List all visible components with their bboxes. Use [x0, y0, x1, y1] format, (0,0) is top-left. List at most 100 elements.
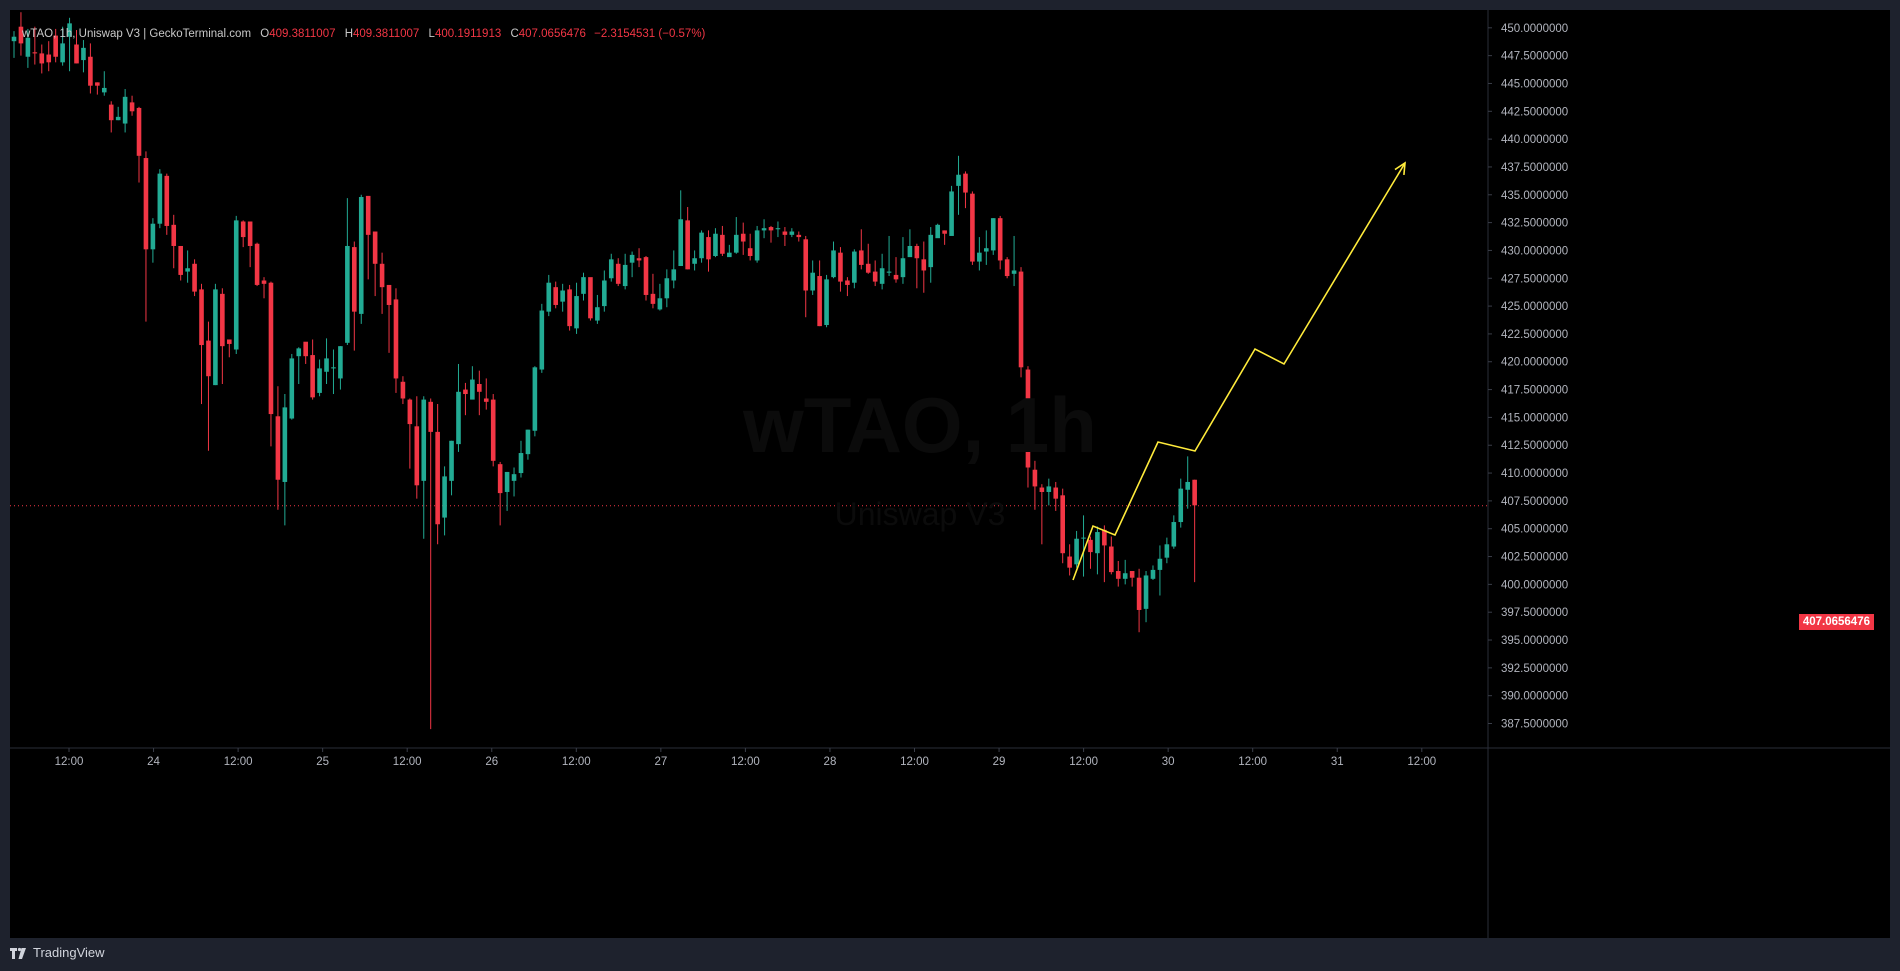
- candle-body: [560, 290, 565, 302]
- y-tick-label: 405.0000000: [1501, 524, 1568, 536]
- plot-svg[interactable]: 450.0000000 447.5000000 445.0000000 442.500…: [10, 10, 1890, 938]
- candle-body: [692, 258, 697, 264]
- candle-body: [136, 107, 142, 156]
- x-tick-label: 12:00: [1407, 756, 1436, 768]
- x-tick-label: 12:00: [900, 756, 929, 768]
- candle-body: [608, 259, 614, 279]
- watermark-title: wTAO, 1h: [743, 381, 1097, 469]
- candle-body: [942, 230, 947, 234]
- y-tick-label: 410.0000000: [1501, 468, 1568, 480]
- candle-body: [525, 429, 531, 455]
- candle-body: [928, 234, 934, 268]
- candle-body: [226, 339, 232, 344]
- candle-body: [95, 82, 100, 86]
- tradingview-brand[interactable]: TradingView: [33, 945, 105, 960]
- candle-body: [671, 269, 677, 281]
- y-tick-label: 402.5000000: [1501, 552, 1568, 564]
- candle-body: [615, 263, 621, 284]
- candle-body: [546, 282, 552, 312]
- y-tick-label: 407.5000000: [1501, 496, 1568, 508]
- candle-body: [581, 277, 586, 294]
- candle-body: [706, 237, 711, 260]
- candle-body: [164, 175, 170, 226]
- candle-body: [761, 228, 767, 231]
- candle-body: [324, 358, 329, 372]
- candle-body: [442, 476, 447, 518]
- candle-body: [1074, 538, 1079, 565]
- candle-body: [407, 399, 413, 425]
- candle-body: [122, 96, 128, 124]
- candle-body: [1095, 532, 1100, 554]
- candle-body: [664, 278, 670, 299]
- candle-body: [74, 44, 79, 64]
- candle-body: [984, 248, 989, 252]
- candle-body: [1039, 487, 1045, 492]
- candle-body: [331, 367, 336, 369]
- candle-body: [1109, 546, 1114, 573]
- candle-body: [588, 277, 593, 319]
- candle-body: [150, 223, 156, 250]
- tradingview-logo-icon[interactable]: [10, 946, 26, 960]
- candle-body: [428, 401, 433, 432]
- y-tick-label: 425.0000000: [1501, 301, 1568, 313]
- candle-body: [963, 173, 968, 193]
- candle-body: [803, 239, 809, 291]
- candle-body: [206, 340, 211, 377]
- candle-body: [268, 282, 274, 415]
- x-tick-label: 12:00: [1238, 756, 1267, 768]
- candle-body: [477, 384, 482, 392]
- candle-body: [53, 35, 58, 57]
- x-tick-label: 25: [316, 756, 329, 768]
- candle-body: [261, 280, 267, 284]
- candle-body: [567, 289, 572, 327]
- symbol-info[interactable]: wTAO, 1h, Uniswap V3 | GeckoTerminal.com: [22, 28, 252, 40]
- candle-body: [553, 287, 559, 305]
- candle-body: [213, 289, 218, 386]
- candle-body: [879, 268, 885, 284]
- candle-body: [1011, 270, 1017, 274]
- candle-body: [310, 355, 315, 398]
- candle-body: [108, 104, 114, 121]
- y-tick-label: 397.5000000: [1501, 607, 1568, 619]
- chart-area[interactable]: wTAO, 1h, Uniswap V3 | GeckoTerminal.com…: [10, 10, 1890, 938]
- x-tick-label: 12:00: [224, 756, 253, 768]
- candle-body: [352, 247, 357, 312]
- candle-body: [775, 228, 781, 230]
- candle-body: [483, 398, 489, 402]
- candle-body: [1129, 571, 1135, 578]
- candle-body: [192, 263, 197, 292]
- candle-body: [511, 474, 517, 481]
- candle-body: [25, 37, 31, 57]
- projection-line: [1072, 162, 1406, 581]
- open-key: O: [260, 28, 270, 40]
- candle-body: [296, 348, 302, 357]
- candle-body: [643, 257, 649, 295]
- candle-body: [602, 280, 607, 307]
- candle-body: [282, 407, 288, 482]
- candle-body: [303, 341, 308, 357]
- y-tick-label: 447.5000000: [1501, 51, 1568, 63]
- candle-body: [824, 279, 829, 326]
- candle-body: [39, 53, 45, 64]
- candle-body: [1053, 487, 1059, 499]
- candle-body: [129, 102, 135, 112]
- candle-body: [886, 271, 892, 273]
- candle-body: [810, 272, 815, 291]
- candle-body: [1081, 537, 1086, 539]
- candle-body: [1046, 486, 1052, 492]
- y-tick-label: 412.5000000: [1501, 440, 1568, 452]
- y-tick-label: 395.0000000: [1501, 635, 1568, 647]
- candle-body: [504, 471, 510, 492]
- candle-body: [11, 36, 17, 42]
- candle-body: [1032, 469, 1038, 487]
- candle-body: [796, 234, 802, 238]
- candle-body: [1192, 479, 1197, 506]
- y-tick-label: 422.5000000: [1501, 329, 1568, 341]
- candle-body: [1018, 271, 1024, 368]
- candle-body: [254, 243, 260, 285]
- candle-body: [101, 87, 107, 93]
- candle-body: [171, 224, 177, 246]
- candle-body: [907, 245, 913, 258]
- y-tick-label: 450.0000000: [1501, 23, 1568, 35]
- candle-body: [518, 453, 524, 474]
